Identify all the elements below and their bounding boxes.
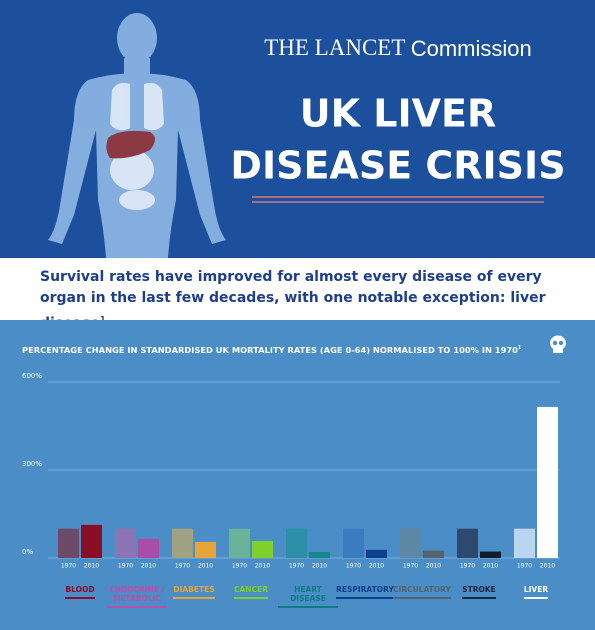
banner: THE LANCET Commission UK LIVER DISEASE C… (0, 0, 595, 258)
bar (423, 550, 444, 558)
y-tick-label: 600% (22, 372, 42, 380)
category-text: CIRCULATORY (393, 585, 451, 599)
bar (229, 528, 250, 558)
title-line: UK LIVER (300, 92, 497, 136)
bar (81, 524, 102, 558)
bar (138, 538, 159, 558)
category-text: HEART DISEASE (278, 585, 338, 608)
bar (537, 406, 558, 558)
organs (110, 82, 164, 210)
year-label: 1970 (232, 563, 247, 570)
category-text: RESPIRATORY (336, 585, 394, 599)
bar (343, 528, 364, 558)
year-label: 2010 (426, 563, 441, 570)
banner-art: THE LANCET Commission UK LIVER DISEASE C… (48, 13, 566, 258)
category-label: CIRCULATORY (392, 585, 452, 599)
year-label: 2010 (312, 563, 327, 570)
category-label: CANCER (221, 585, 281, 599)
year-label: 1970 (346, 563, 361, 570)
bar (480, 551, 501, 558)
bar (58, 528, 79, 558)
bar (400, 528, 421, 558)
bar (115, 528, 136, 558)
year-label: 2010 (141, 563, 156, 570)
bar (286, 528, 307, 558)
skull-icon (550, 335, 566, 353)
intro: Survival rates have improved for almost … (0, 258, 595, 332)
bar (252, 540, 273, 558)
chart-panel: PERCENTAGE CHANGE IN STANDARDISED UK MOR… (0, 320, 595, 630)
year-label: 2010 (483, 563, 498, 570)
year-label: 1970 (517, 563, 532, 570)
category-label: LIVER (506, 585, 566, 599)
year-label: 2010 (84, 563, 99, 570)
category-text: CANCER (234, 585, 268, 599)
journal-suffix: Commission (411, 36, 532, 61)
year-label: 2010 (540, 563, 555, 570)
bar (457, 528, 478, 558)
category-text: DIABETES (173, 585, 215, 599)
category-text: ENDOCRINE / METABOLIC (107, 585, 167, 608)
footnote: 1 (100, 315, 106, 324)
category-text: STROKE (462, 585, 496, 599)
y-tick-label: 300% (22, 460, 42, 468)
journal-name: THE LANCET (264, 35, 405, 60)
title-line: DISEASE CRISIS (230, 144, 565, 188)
chart-title: PERCENTAGE CHANGE IN STANDARDISED UK MOR… (22, 345, 522, 355)
category-label: DIABETES (164, 585, 224, 599)
year-label: 1970 (460, 563, 475, 570)
year-label: 2010 (198, 563, 213, 570)
year-label: 1970 (175, 563, 190, 570)
y-tick-label: 0% (22, 548, 33, 556)
category-text: BLOOD (65, 585, 95, 599)
year-label: 1970 (118, 563, 133, 570)
bar (514, 528, 535, 558)
category-text: LIVER (523, 585, 549, 599)
category-label: HEART DISEASE (278, 585, 338, 608)
chart: PERCENTAGE CHANGE IN STANDARDISED UK MOR… (22, 335, 566, 570)
journal: THE LANCET Commission (264, 35, 532, 61)
category-label: BLOOD (50, 585, 110, 599)
bar (195, 541, 216, 558)
bar (172, 528, 193, 558)
year-label: 2010 (369, 563, 384, 570)
year-label: 1970 (289, 563, 304, 570)
category-label: STROKE (449, 585, 509, 599)
chart-title-text: PERCENTAGE CHANGE IN STANDARDISED UK MOR… (22, 345, 518, 355)
category-label: RESPIRATORY (335, 585, 395, 599)
footnote: 1 (518, 345, 522, 351)
year-label: 1970 (61, 563, 76, 570)
year-label: 2010 (255, 563, 270, 570)
year-label: 1970 (403, 563, 418, 570)
category-label: ENDOCRINE / METABOLIC (107, 585, 167, 608)
bar (366, 549, 387, 558)
liver-icon (106, 130, 155, 159)
bar (309, 552, 330, 558)
